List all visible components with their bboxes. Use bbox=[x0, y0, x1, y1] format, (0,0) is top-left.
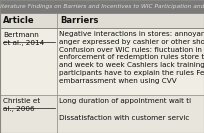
Bar bbox=[0, 28, 204, 95]
Text: Article: Article bbox=[3, 16, 35, 25]
Text: Negative interactions in stores: annoyanc
anger expressed by cashier or other sh: Negative interactions in stores: annoyan… bbox=[59, 31, 204, 84]
Bar bbox=[0, 13, 204, 28]
Text: TABLE G-1   Literature Findings on Barriers and Incentives to WIC Participation : TABLE G-1 Literature Findings on Barrier… bbox=[0, 4, 204, 9]
Text: Christie et
al., 2006: Christie et al., 2006 bbox=[3, 98, 40, 112]
Text: Long duration of appointment wait ti

Dissatisfaction with customer servic: Long duration of appointment wait ti Dis… bbox=[59, 98, 191, 121]
Bar bbox=[0, 0, 204, 13]
Text: Barriers: Barriers bbox=[60, 16, 99, 25]
Text: Bertmann
et al., 2014: Bertmann et al., 2014 bbox=[3, 32, 44, 46]
Bar bbox=[0, 95, 204, 133]
